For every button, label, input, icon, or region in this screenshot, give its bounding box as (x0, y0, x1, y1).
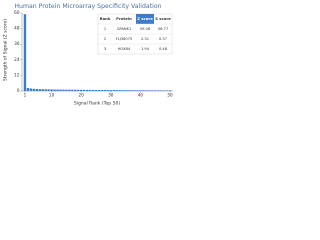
bar (106, 90, 110, 91)
bar (139, 90, 142, 91)
table-cell: 2.31 (141, 37, 149, 41)
bar (32, 88, 36, 91)
table-cell: 56.77 (158, 27, 168, 31)
table-header: Rank (100, 16, 111, 21)
chart: Human Protein Microarray Specificity Val… (3, 3, 174, 107)
bar (65, 89, 68, 91)
bar (112, 90, 115, 91)
y-axis-label: Strength of Signal (Z score) (3, 19, 9, 81)
table-header: Z score (137, 16, 153, 21)
bar (74, 89, 77, 91)
y-tick-label: 24 (14, 57, 20, 62)
bar (136, 90, 139, 91)
bar (142, 90, 145, 91)
y-tick-label: 36 (14, 41, 20, 46)
table-cell: 1.94 (141, 47, 150, 51)
table-cell: 3 (104, 47, 106, 51)
bar (38, 89, 41, 91)
bar (44, 89, 47, 91)
bar (50, 89, 53, 91)
y-tick-label: 12 (14, 72, 20, 77)
x-tick-label: 40 (138, 93, 144, 98)
bar (148, 90, 151, 91)
bar (91, 89, 95, 91)
bar (77, 89, 80, 91)
bar (100, 90, 104, 91)
bar (62, 89, 65, 91)
table-cell: FLJ36075 (116, 37, 133, 41)
x-tick-label: 10 (49, 93, 55, 98)
bar (94, 89, 98, 91)
bar (71, 89, 74, 91)
bar (115, 90, 118, 91)
header-highlight (136, 14, 154, 24)
bar (59, 89, 62, 91)
x-tick-label: 1 (24, 93, 27, 98)
chart-title: Human Protein Microarray Specificity Val… (14, 3, 161, 10)
bar (29, 88, 33, 91)
bar (130, 90, 133, 91)
bar (124, 90, 127, 91)
bar (168, 90, 172, 91)
table-cell: GPANK1 (117, 27, 132, 31)
table-cell: 1 (104, 27, 106, 31)
bar (53, 89, 56, 91)
bar (80, 89, 83, 91)
bar (165, 90, 169, 91)
y-tick-label: 48 (14, 26, 20, 31)
bar (118, 90, 121, 91)
bar (82, 89, 86, 91)
bar (121, 90, 124, 91)
bar (159, 90, 163, 91)
y-tick-label: 0 (17, 88, 20, 93)
bar (23, 14, 27, 92)
table-cell: HOXB4 (118, 47, 131, 51)
bar (145, 90, 148, 91)
bar (103, 90, 107, 91)
x-axis-label: Signal Rank (Top 50) (74, 101, 120, 107)
bar (56, 89, 59, 91)
table-cell: 0.37 (159, 37, 167, 41)
bar (151, 90, 154, 91)
bar (85, 89, 89, 91)
bar (41, 89, 44, 91)
bar (47, 89, 50, 91)
table-cell: 0.48 (159, 47, 168, 51)
bar (157, 90, 160, 91)
bar (133, 90, 136, 91)
table-header: Protein (116, 16, 132, 21)
bar (35, 88, 38, 91)
bar (97, 89, 101, 91)
bar (154, 90, 157, 91)
x-tick-label: 50 (167, 93, 173, 98)
y-tick-label: 60 (14, 10, 20, 15)
bar (109, 90, 113, 91)
bar (162, 90, 166, 91)
bar (68, 89, 71, 91)
table-cell: 59.08 (140, 27, 151, 31)
table-header: S score (155, 16, 171, 21)
table-cell: 2 (104, 37, 106, 41)
bar (26, 87, 30, 91)
bar (127, 90, 130, 91)
bar (88, 89, 92, 91)
x-tick-label: 30 (108, 93, 114, 98)
x-tick-label: 20 (79, 93, 85, 98)
